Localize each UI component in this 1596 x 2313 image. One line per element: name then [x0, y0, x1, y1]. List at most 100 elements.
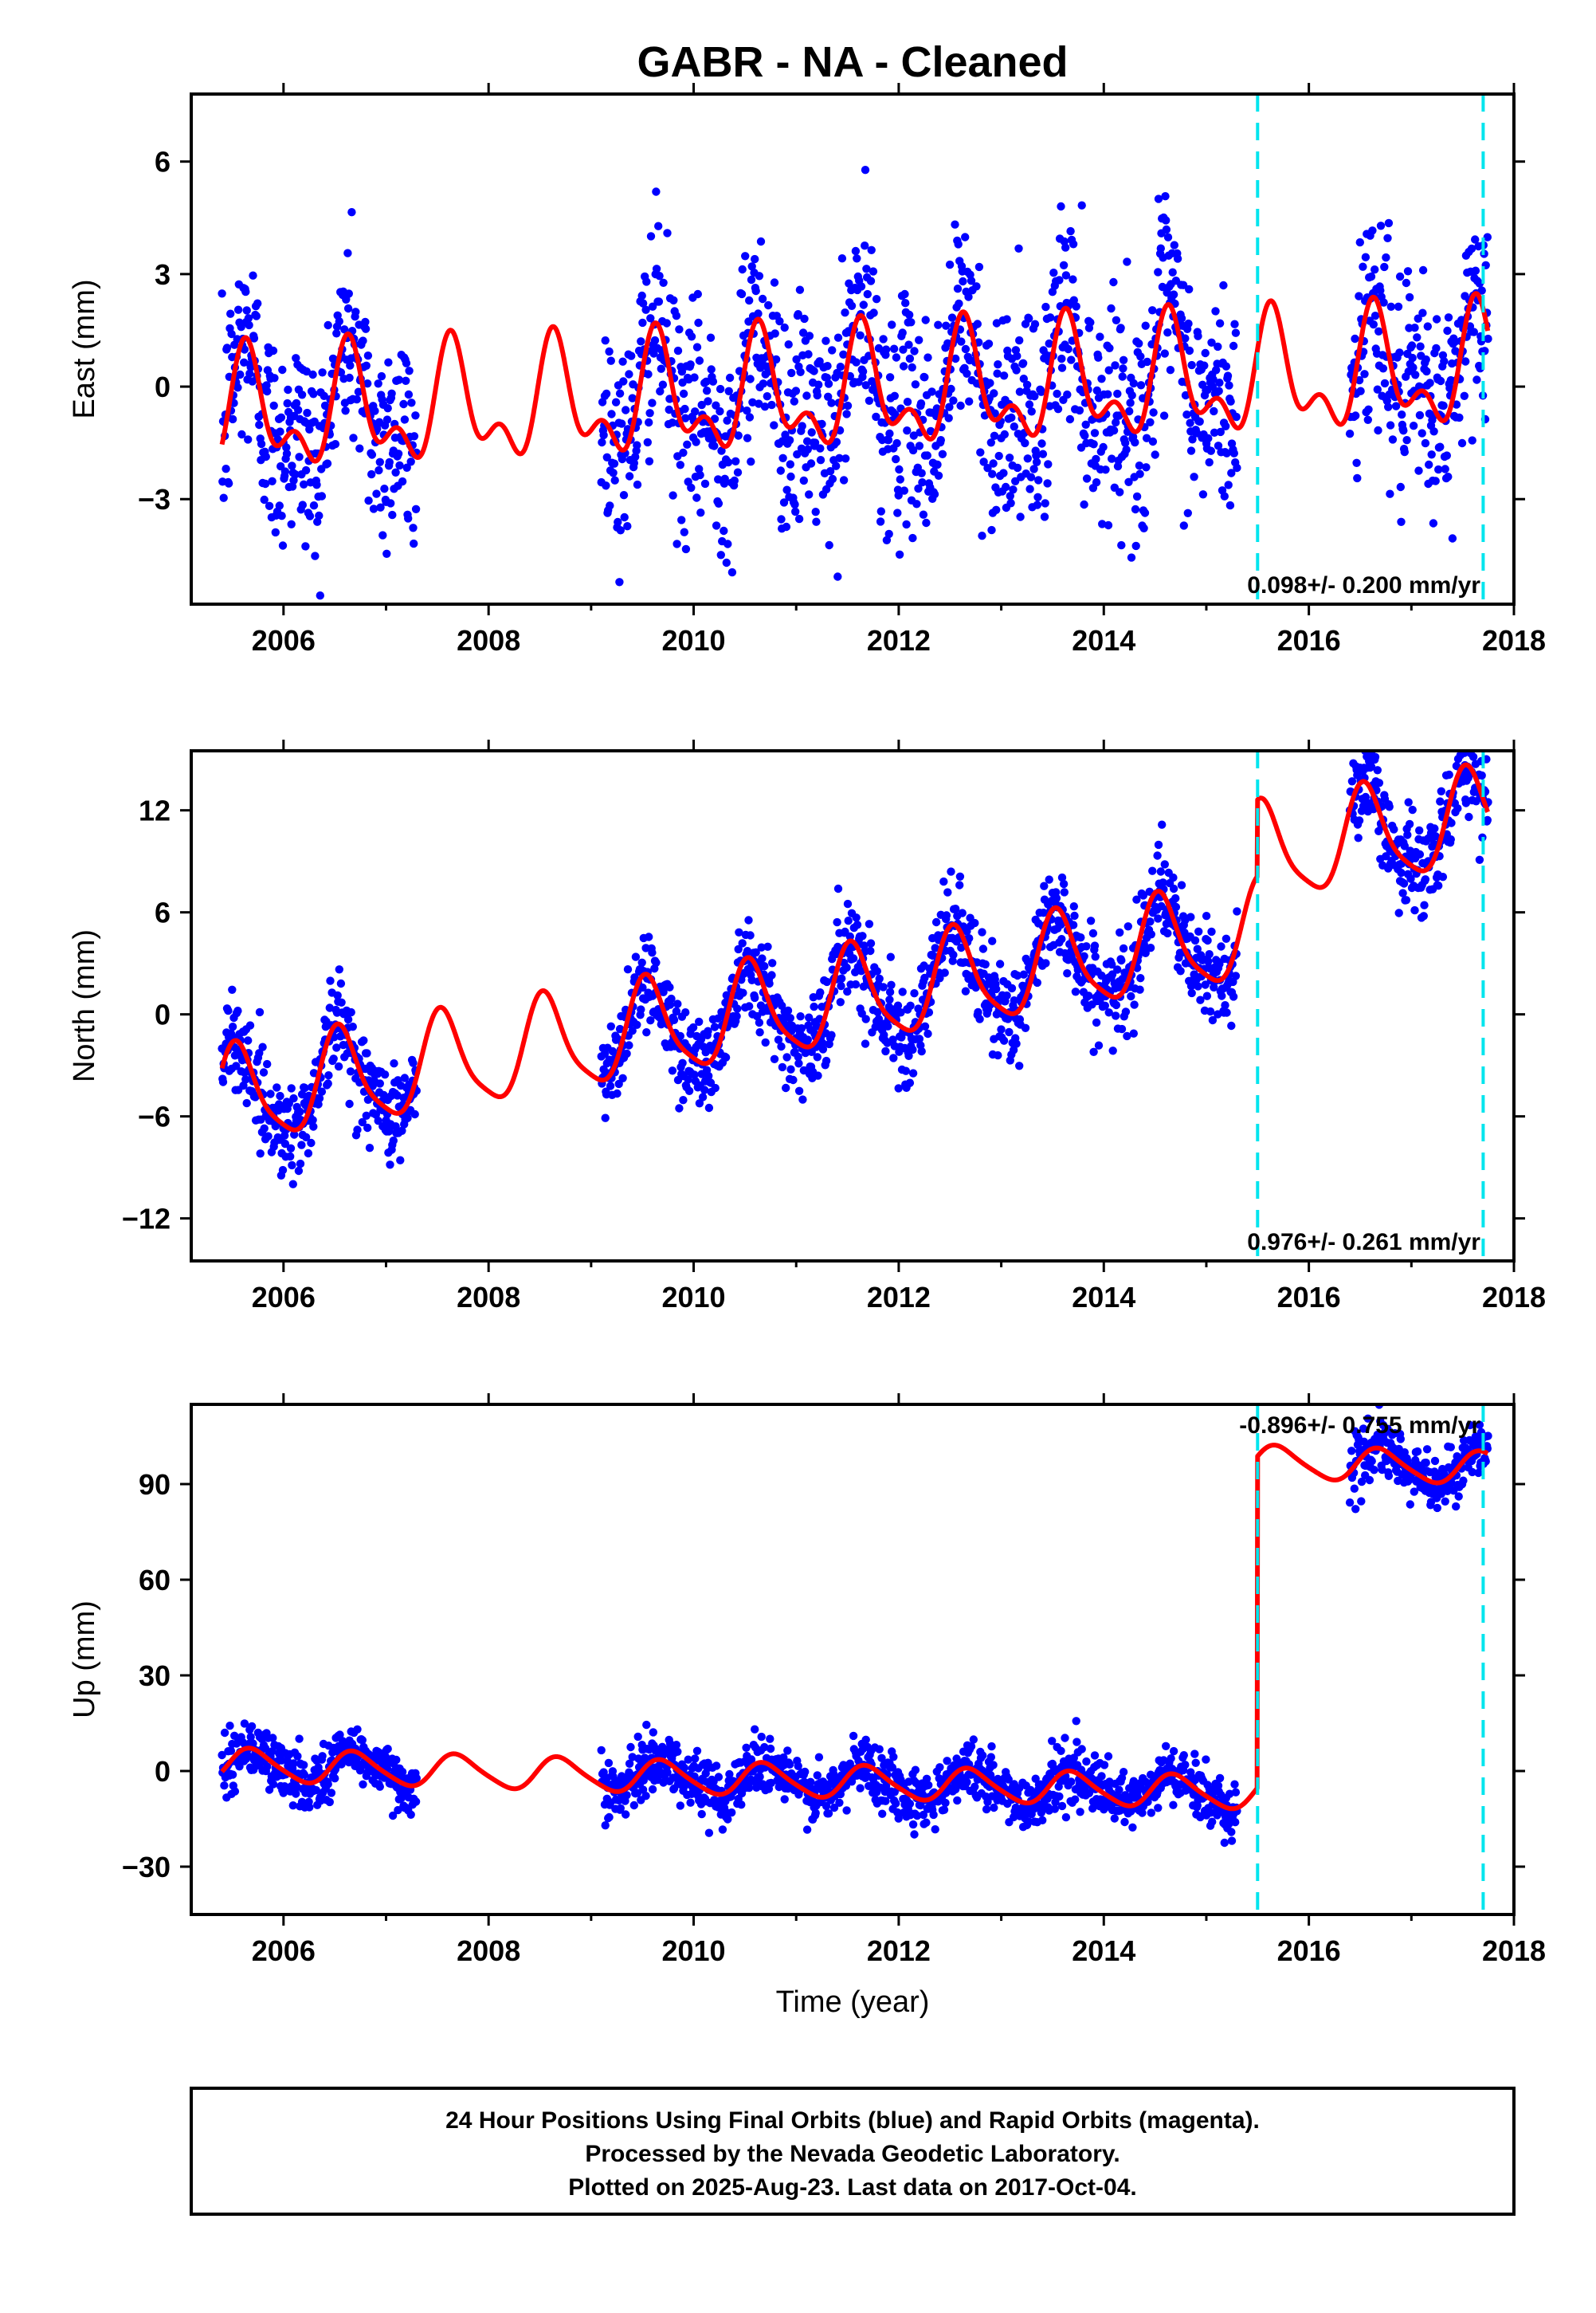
data-point [778, 454, 787, 462]
data-point [405, 367, 414, 375]
data-point [723, 457, 733, 467]
data-point [1353, 473, 1362, 483]
data-point [294, 406, 303, 414]
data-point [1167, 1754, 1175, 1763]
data-point [833, 884, 843, 893]
data-point [832, 461, 841, 470]
data-point [1214, 442, 1223, 450]
data-point [859, 300, 869, 309]
data-point [386, 499, 395, 508]
data-point [1088, 929, 1098, 938]
data-point [1080, 500, 1088, 509]
data-point [949, 950, 958, 960]
data-point [318, 1752, 327, 1761]
y-tick-label: −6 [138, 1101, 171, 1133]
data-point [1378, 364, 1388, 373]
data-point [805, 1013, 814, 1022]
data-point [782, 1083, 790, 1093]
data-point [1124, 477, 1133, 486]
data-point [1092, 386, 1102, 395]
data-point [723, 540, 732, 548]
data-point [218, 1750, 226, 1760]
data-point [733, 1004, 742, 1013]
data-point [861, 1015, 870, 1023]
data-point [1357, 735, 1365, 743]
data-point [657, 364, 665, 373]
data-point [787, 368, 796, 378]
data-point [961, 344, 971, 354]
data-point [1066, 226, 1075, 236]
plot-area [218, 94, 1492, 604]
data-point [307, 1138, 316, 1148]
data-point [949, 396, 958, 405]
data-point [986, 438, 996, 447]
data-point [956, 401, 965, 410]
data-point [633, 1732, 642, 1742]
data-point [398, 1126, 406, 1136]
data-point [1147, 1808, 1156, 1817]
data-point [760, 962, 769, 971]
data-point [1484, 334, 1492, 344]
data-point [1436, 797, 1445, 806]
data-point [1129, 1029, 1139, 1038]
data-point [734, 944, 743, 954]
data-point [1211, 307, 1220, 316]
data-point [1171, 893, 1180, 903]
data-point [1130, 1000, 1139, 1009]
data-point [287, 520, 296, 528]
data-point [1209, 375, 1218, 384]
data-point [1123, 922, 1133, 931]
data-point [1148, 866, 1157, 875]
data-point [1040, 512, 1049, 521]
data-point [920, 373, 929, 382]
data-point [704, 1828, 714, 1837]
data-point [1169, 1746, 1178, 1756]
data-point [986, 379, 994, 387]
data-point [708, 377, 718, 386]
data-point [894, 1084, 903, 1093]
data-point [892, 454, 900, 464]
data-point [292, 399, 301, 408]
data-point [1397, 517, 1406, 526]
data-point [402, 463, 411, 472]
data-point [989, 1761, 998, 1769]
data-point [1113, 389, 1122, 399]
data-point [409, 524, 418, 532]
data-point [303, 408, 312, 418]
data-point [945, 260, 955, 269]
data-point [361, 317, 370, 327]
data-point [1033, 501, 1042, 509]
data-point [264, 1132, 273, 1141]
data-point [1405, 293, 1414, 302]
data-point [305, 1803, 314, 1812]
data-point [1395, 272, 1405, 281]
data-point [641, 305, 650, 314]
data-point [911, 1765, 920, 1774]
data-point [1382, 852, 1390, 861]
data-point [629, 1801, 638, 1810]
data-point [1142, 463, 1151, 472]
data-point [1196, 995, 1205, 1004]
data-point [1126, 399, 1135, 407]
data-point [1386, 421, 1395, 430]
data-point [1188, 435, 1197, 444]
data-point [376, 503, 385, 512]
data-point [329, 1054, 338, 1063]
data-point [828, 474, 837, 484]
data-point [648, 948, 657, 957]
data-point [1181, 334, 1190, 343]
data-point [836, 998, 845, 1007]
data-point [782, 1053, 791, 1062]
data-point [606, 501, 614, 510]
data-point [226, 1746, 236, 1755]
data-point [888, 320, 896, 329]
data-point [403, 1113, 412, 1123]
data-point [822, 977, 832, 987]
data-point [758, 294, 767, 304]
data-point [856, 331, 865, 340]
data-point [965, 934, 974, 943]
data-point [818, 419, 826, 429]
data-point [738, 939, 747, 948]
data-point [1414, 314, 1422, 323]
data-point [601, 1821, 610, 1830]
